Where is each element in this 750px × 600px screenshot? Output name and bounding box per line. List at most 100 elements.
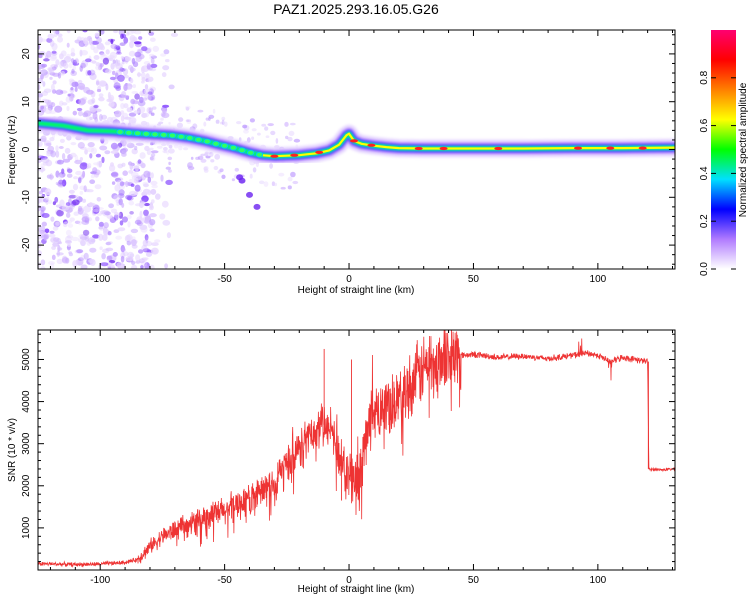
noise-blob xyxy=(107,55,115,59)
noise-blob xyxy=(134,203,142,207)
x-tick-label: -50 xyxy=(217,575,232,586)
noise-blob xyxy=(122,251,129,257)
noise-blob xyxy=(41,157,50,164)
noise-blob xyxy=(42,81,46,87)
noise-blob xyxy=(140,120,148,126)
noise-blob xyxy=(273,182,278,187)
y-tick-label: 1000 xyxy=(21,516,32,539)
noise-blob xyxy=(76,107,83,112)
ridge-hotspot xyxy=(414,146,423,151)
noise-blob xyxy=(52,30,56,34)
noise-blob xyxy=(143,112,149,118)
noise-blob xyxy=(126,142,135,149)
noise-blob xyxy=(61,168,65,175)
noise-blob xyxy=(185,105,191,110)
noise-blob xyxy=(163,49,170,55)
noise-blob xyxy=(48,233,56,238)
noise-blob xyxy=(141,244,148,252)
noise-blob xyxy=(57,33,63,38)
noise-blob xyxy=(130,228,139,234)
noise-blob xyxy=(71,236,80,242)
noise-blob xyxy=(56,237,62,245)
noise-blob xyxy=(185,106,190,111)
noise-blob xyxy=(82,198,87,203)
noise-blob xyxy=(113,194,121,201)
noise-blob xyxy=(38,97,41,102)
noise-blob xyxy=(70,47,75,55)
noise-blob xyxy=(128,178,135,184)
noise-blob xyxy=(131,260,136,265)
noise-blob xyxy=(128,112,137,117)
noise-blob xyxy=(167,169,172,173)
noise-blob xyxy=(287,185,292,190)
noise-blob xyxy=(86,147,95,153)
noise-blob xyxy=(160,117,164,121)
noise-blob xyxy=(200,153,206,157)
noise-blob xyxy=(45,200,49,205)
ridge-blob xyxy=(142,131,150,137)
noise-blob xyxy=(144,219,150,224)
noise-blob xyxy=(68,189,75,194)
noise-blob xyxy=(51,132,56,139)
noise-blob xyxy=(38,36,43,44)
noise-blob xyxy=(186,119,191,122)
noise-blob xyxy=(139,224,148,230)
noise-blob xyxy=(209,151,214,157)
noise-blob xyxy=(139,152,146,159)
noise-blob xyxy=(206,151,212,155)
noise-blob xyxy=(107,103,115,107)
noise-blob xyxy=(123,37,129,44)
noise-blob xyxy=(134,93,140,100)
noise-blob xyxy=(131,239,137,247)
noise-blob xyxy=(128,200,135,206)
noise-blob xyxy=(66,135,72,141)
noise-blob xyxy=(50,150,56,158)
noise-blob xyxy=(93,169,101,176)
noise-blob xyxy=(39,205,47,212)
figure-title: PAZ1.2025.293.16.05.G26 xyxy=(273,1,439,17)
noise-blob xyxy=(100,52,106,57)
y-tick-label: -10 xyxy=(21,190,32,205)
noise-blob xyxy=(49,230,55,234)
noise-blob xyxy=(129,35,136,42)
noise-blob xyxy=(81,211,88,217)
noise-blob xyxy=(99,51,105,55)
noise-blob xyxy=(149,228,155,232)
noise-blob xyxy=(120,67,123,72)
noise-blob xyxy=(73,211,80,216)
noise-blob xyxy=(84,149,88,155)
colorbar-tick-label: 0.0 xyxy=(699,262,710,276)
noise-blob xyxy=(105,69,112,74)
noise-blob xyxy=(195,156,200,160)
noise-blob xyxy=(143,61,151,65)
noise-blob xyxy=(49,76,53,80)
noise-blob xyxy=(141,97,148,101)
noise-blob xyxy=(168,144,173,149)
noise-blob xyxy=(42,162,49,166)
noise-blob xyxy=(128,170,134,174)
noise-blob xyxy=(92,208,100,213)
noise-blob xyxy=(152,45,160,53)
noise-blob xyxy=(289,122,296,126)
snr-series-line xyxy=(38,330,675,568)
noise-blob xyxy=(143,258,147,262)
noise-blob xyxy=(149,67,157,72)
noise-blob xyxy=(59,199,65,207)
noise-blob xyxy=(87,99,95,105)
noise-blob xyxy=(168,148,175,154)
noise-blob xyxy=(130,30,136,34)
noise-blob xyxy=(49,110,57,115)
noise-blob xyxy=(90,147,97,155)
noise-blob xyxy=(74,249,83,254)
noise-blob xyxy=(40,105,44,110)
noise-blob xyxy=(267,123,274,127)
noise-blob xyxy=(133,41,142,45)
noise-blob xyxy=(100,210,107,215)
noise-blob xyxy=(79,157,83,161)
noise-blob xyxy=(92,234,100,239)
noise-blob xyxy=(128,117,137,124)
noise-blob xyxy=(59,100,64,107)
noise-blob xyxy=(234,167,239,172)
noise-blob xyxy=(54,105,63,113)
noise-blob xyxy=(178,117,184,122)
